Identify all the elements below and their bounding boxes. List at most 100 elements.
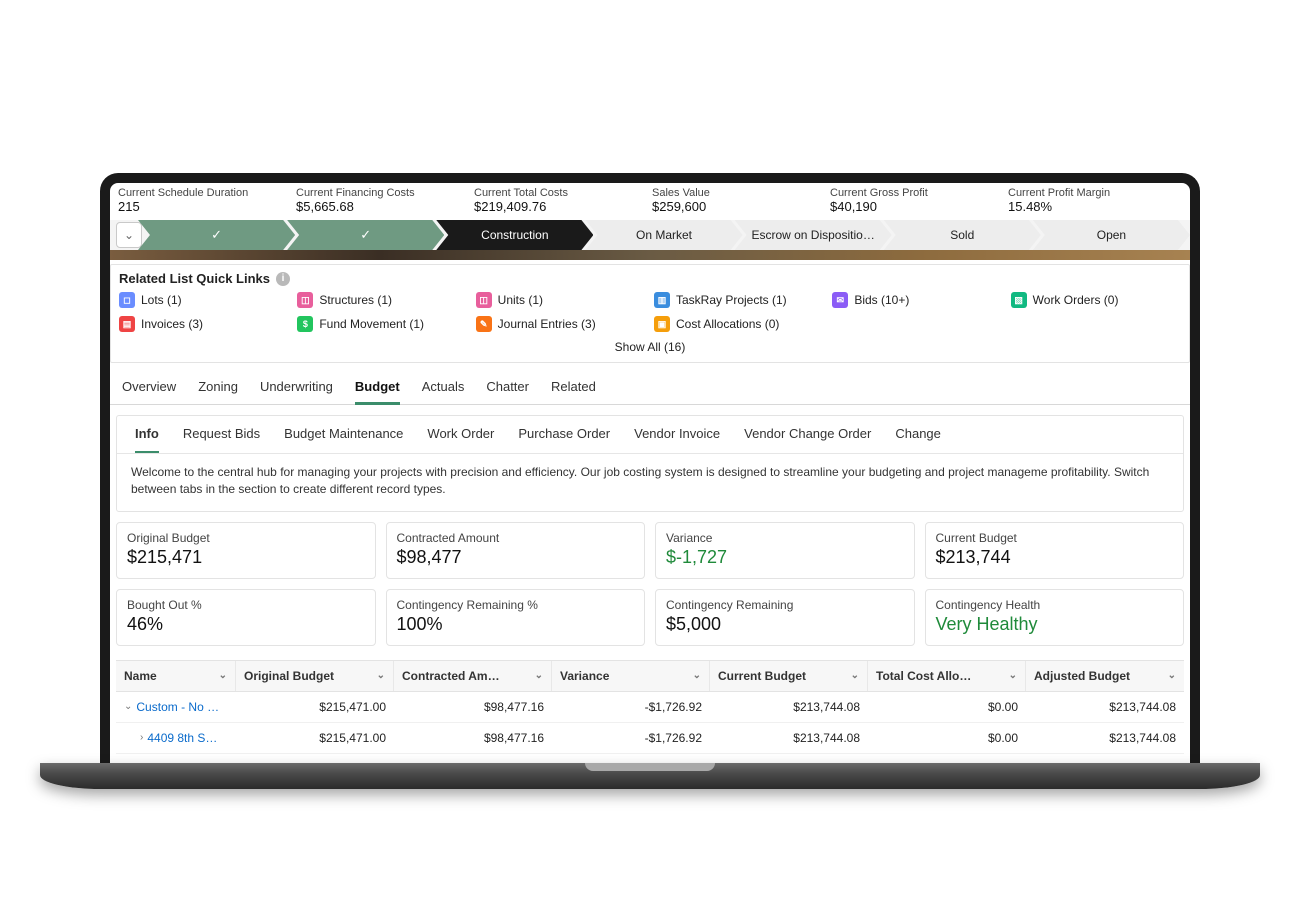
show-all-link[interactable]: Show All (16) [119, 340, 1181, 354]
main-tab-overview[interactable]: Overview [122, 379, 176, 404]
sub-tab-vendor-change-order[interactable]: Vendor Change Order [744, 426, 871, 453]
metric-value: 15.48% [1008, 199, 1182, 214]
sub-tab-purchase-order[interactable]: Purchase Order [518, 426, 610, 453]
stage-path: ⌄ Construction On Market Escrow on Dispo… [110, 220, 1190, 250]
main-tab-chatter[interactable]: Chatter [486, 379, 529, 404]
chevron-down-icon: ⌄ [377, 670, 385, 681]
quick-link-label: Bids (10+) [854, 293, 909, 307]
quick-link-item[interactable]: ▥TaskRay Projects (1) [654, 292, 824, 308]
table-header-cell[interactable]: Name⌄ [116, 661, 236, 691]
table-header-label: Contracted Am… [402, 669, 500, 683]
row-name-cell[interactable]: ⌄Custom - No … [116, 692, 236, 722]
stage-item[interactable]: Construction [436, 220, 593, 250]
stage-label: Construction [481, 228, 548, 242]
quick-link-label: Cost Allocations (0) [676, 317, 779, 331]
metric: Current Financing Costs$5,665.68 [296, 187, 470, 214]
sub-tab-work-order[interactable]: Work Order [427, 426, 494, 453]
row-name-label: 4409 8th S… [147, 731, 217, 745]
quick-link-label: Structures (1) [319, 293, 392, 307]
table-body: ⌄Custom - No …$215,471.00$98,477.16-$1,7… [116, 692, 1184, 754]
main-tab-zoning[interactable]: Zoning [198, 379, 238, 404]
stage-item[interactable] [138, 220, 295, 250]
main-tab-underwriting[interactable]: Underwriting [260, 379, 333, 404]
info-description: Welcome to the central hub for managing … [117, 454, 1183, 511]
quick-link-icon: ✉ [832, 292, 848, 308]
stage-dropdown-button[interactable]: ⌄ [116, 222, 142, 248]
quick-link-label: Lots (1) [141, 293, 182, 307]
table-header-cell[interactable]: Variance⌄ [552, 661, 710, 691]
quick-link-item[interactable]: ▤Invoices (3) [119, 316, 289, 332]
metric-label: Current Profit Margin [1008, 187, 1182, 199]
sub-tab-vendor-invoice[interactable]: Vendor Invoice [634, 426, 720, 453]
table-row[interactable]: ⌄Custom - No …$215,471.00$98,477.16-$1,7… [116, 692, 1184, 723]
card-label: Contracted Amount [397, 531, 635, 545]
main-tab-related[interactable]: Related [551, 379, 596, 404]
card-value: 46% [127, 614, 365, 635]
sub-tab-budget-maintenance[interactable]: Budget Maintenance [284, 426, 403, 453]
quick-link-item[interactable]: ✉ Bids (10+) [832, 292, 1002, 308]
summary-card: Variance$-1,727 [655, 522, 915, 579]
table-header-cell[interactable]: Adjusted Budget⌄ [1026, 661, 1184, 691]
metric-label: Current Total Costs [474, 187, 648, 199]
quick-link-label: TaskRay Projects (1) [676, 293, 787, 307]
summary-card: Contingency Remaining$5,000 [655, 589, 915, 646]
table-cell: $98,477.16 [394, 692, 552, 722]
card-value: Very Healthy [936, 614, 1174, 635]
sub-tabs: Info Request Bids Budget Maintenance Work O… [117, 416, 1183, 454]
quick-link-item[interactable]: ◻Lots (1) [119, 292, 289, 308]
card-label: Original Budget [127, 531, 365, 545]
quick-link-item[interactable]: ▣Cost Allocations (0) [654, 316, 824, 332]
sub-tab-request-bids[interactable]: Request Bids [183, 426, 260, 453]
stage-item[interactable]: Open [1033, 220, 1190, 250]
card-label: Contingency Remaining [666, 598, 904, 612]
card-label: Variance [666, 531, 904, 545]
subtab-panel: Info Request Bids Budget Maintenance Work O… [116, 415, 1184, 512]
chevron-down-icon: ⌄ [1168, 670, 1176, 681]
quick-link-label: Journal Entries (3) [498, 317, 596, 331]
stage-item[interactable]: On Market [585, 220, 742, 250]
metric-label: Current Schedule Duration [118, 187, 292, 199]
row-name-cell[interactable]: › 4409 8th S… [116, 723, 236, 753]
table-header-cell[interactable]: Current Budget⌄ [710, 661, 868, 691]
main-tabs: Overview Zoning Underwriting Budget Actuals C… [110, 369, 1190, 405]
table-cell: -$1,726.92 [552, 723, 710, 753]
chevron-down-icon: ⌄ [693, 670, 701, 681]
table-cell: $215,471.00 [236, 723, 394, 753]
summary-cards-row-2: Bought Out %46%Contingency Remaining %10… [116, 589, 1184, 646]
quick-link-item[interactable]: ✎Journal Entries (3) [476, 316, 646, 332]
table-row[interactable]: ›4409 8th S…$215,471.00$98,477.16-$1,726… [116, 723, 1184, 754]
stage-item[interactable]: Sold [884, 220, 1041, 250]
main-tab-budget[interactable]: Budget [355, 379, 400, 405]
table-cell: $213,744.08 [1026, 692, 1184, 722]
quick-link-label: Units (1) [498, 293, 543, 307]
table-cell: $215,471.00 [236, 692, 394, 722]
summary-card: Original Budget$215,471 [116, 522, 376, 579]
sub-tab-change[interactable]: Change [895, 426, 941, 453]
laptop-notch [585, 763, 715, 771]
check-icon [211, 227, 222, 243]
laptop-base [40, 763, 1260, 789]
metric-value: $259,600 [652, 199, 826, 214]
card-label: Current Budget [936, 531, 1174, 545]
table-cell: $213,744.08 [710, 692, 868, 722]
metric-value: $40,190 [830, 199, 1004, 214]
table-header-cell[interactable]: Contracted Am…⌄ [394, 661, 552, 691]
expand-icon[interactable]: ⌄ [124, 701, 132, 712]
metrics-row: Current Schedule Duration215 Current Fin… [110, 183, 1190, 220]
quick-link-label: Invoices (3) [141, 317, 203, 331]
table-header-cell[interactable]: Total Cost Allo…⌄ [868, 661, 1026, 691]
app-content: Current Schedule Duration215 Current Fin… [110, 183, 1190, 754]
sub-tab-info[interactable]: Info [135, 426, 159, 454]
table-header-cell[interactable]: Original Budget⌄ [236, 661, 394, 691]
stage-item[interactable] [287, 220, 444, 250]
quick-link-item[interactable]: ▧Work Orders (0) [1011, 292, 1181, 308]
quick-link-item[interactable]: ◫Structures (1) [297, 292, 467, 308]
info-icon[interactable]: i [276, 272, 290, 286]
main-tab-actuals[interactable]: Actuals [422, 379, 465, 404]
expand-icon[interactable]: › [140, 732, 143, 743]
quick-link-item[interactable]: ◫Units (1) [476, 292, 646, 308]
quick-link-item[interactable]: $Fund Movement (1) [297, 316, 467, 332]
metric-label: Sales Value [652, 187, 826, 199]
stage-item[interactable]: Escrow on Dispositio… [735, 220, 892, 250]
chevron-down-icon: ⌄ [219, 670, 227, 681]
